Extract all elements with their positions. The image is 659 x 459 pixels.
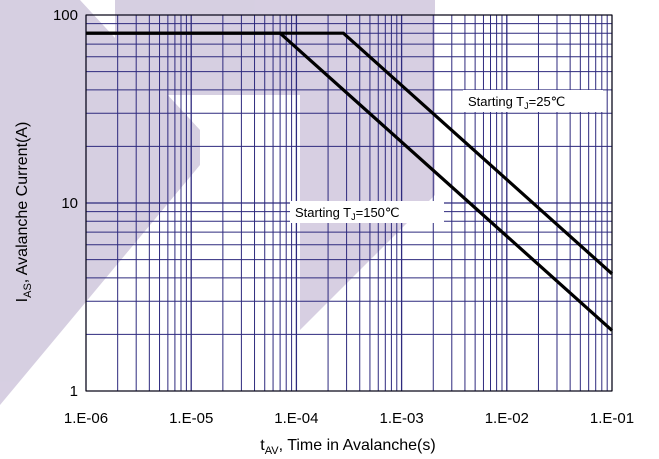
x-axis-label: tAV, Time in Avalanche(s)	[260, 437, 435, 457]
y-tick-label: 10	[61, 195, 78, 212]
x-tick-label: 1.E-02	[485, 410, 529, 427]
x-tick-label: 1.E-05	[169, 410, 213, 427]
x-tick-label: 1.E-06	[64, 410, 108, 427]
y-tick-label: 100	[53, 7, 78, 24]
x-tick-label: 1.E-03	[379, 410, 423, 427]
x-tick-labels: 1.E-06 1.E-05 1.E-04 1.E-03 1.E-02 1.E-01	[64, 410, 634, 427]
x-tick-label: 1.E-01	[590, 410, 634, 427]
series-annotation-tj-150c: Starting TJ=150℃	[295, 205, 400, 222]
series-annotation-tj-25c: Starting TJ=25℃	[468, 94, 565, 111]
x-tick-label: 1.E-04	[274, 410, 318, 427]
y-tick-label: 1	[70, 383, 78, 400]
